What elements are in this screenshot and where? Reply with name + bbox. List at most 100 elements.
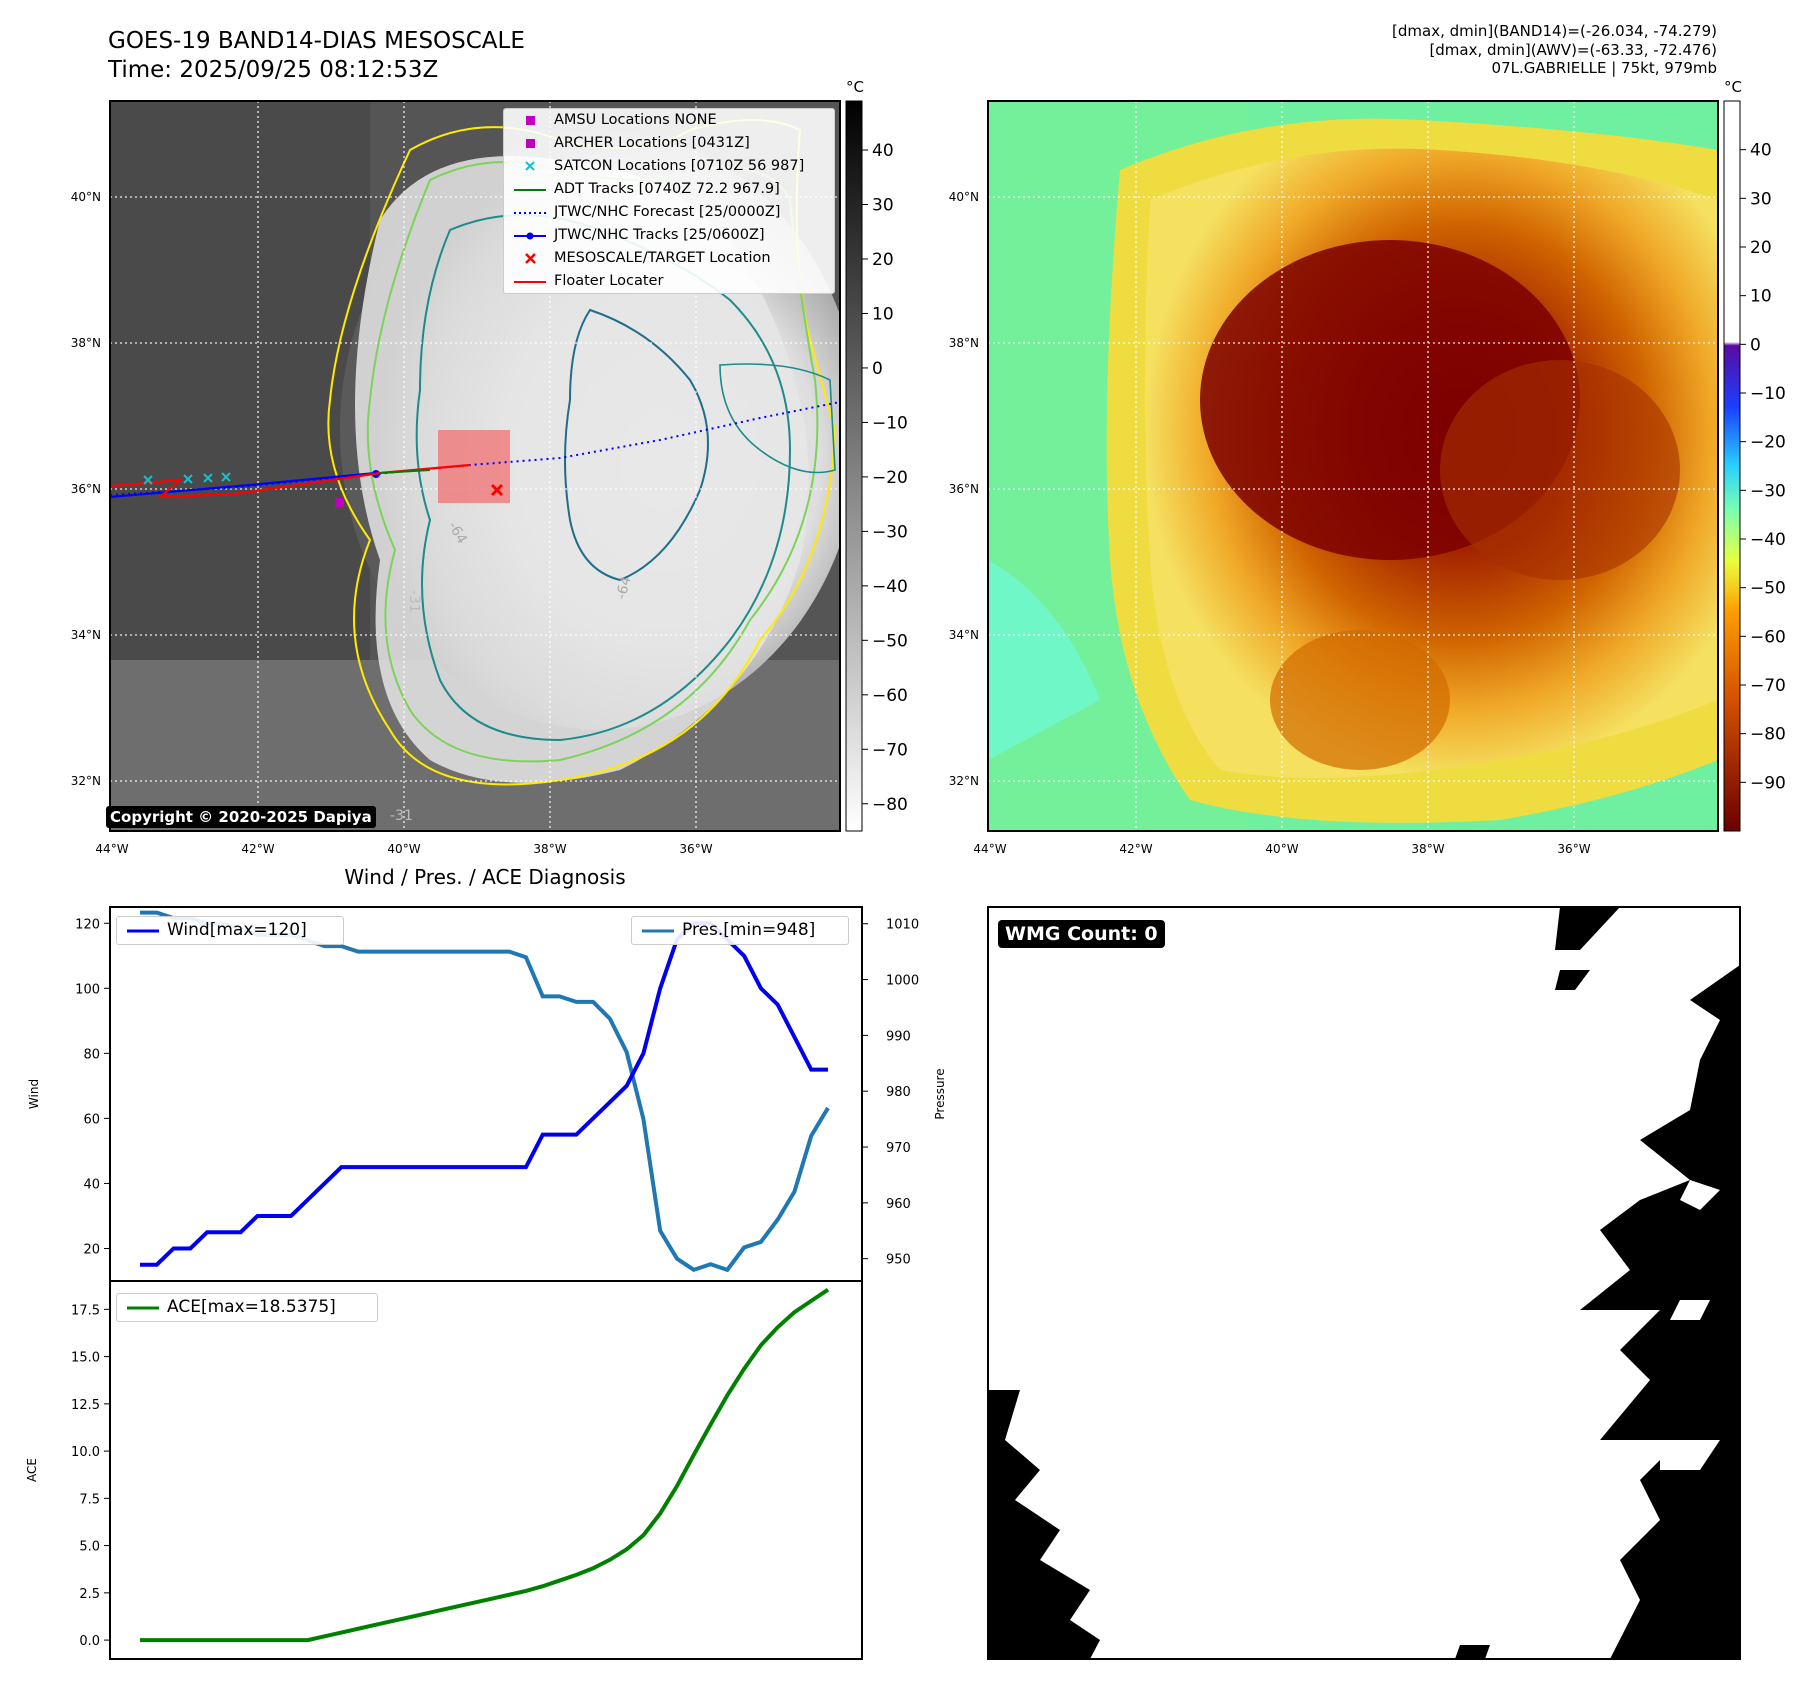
legend-item-satcon: SATCON Locations [0710Z 56 987]	[504, 155, 834, 178]
ace-tick-label: 15.0	[71, 1351, 100, 1366]
ace-tick-label: 5.0	[79, 1540, 100, 1555]
ir-colorbar-ticks: 40 30 20 10 0 −10 −20 −30 −40 −50 −60 −70 −80	[862, 141, 908, 815]
ir-colorbar-tick-label: 30	[872, 196, 894, 216]
ir-colorbar-tick-label: −50	[872, 631, 908, 651]
pressure-legend: Pres.[min=948]	[631, 916, 849, 945]
ace-tick-label: 12.5	[71, 1398, 100, 1413]
legend-item-pressure: Pres.[min=948]	[642, 920, 816, 940]
contour-label: -31	[406, 590, 422, 613]
ir-colorbar	[845, 100, 863, 832]
lat-label: 34°N	[71, 628, 101, 642]
lat-label: 34°N	[949, 628, 979, 642]
ir-colorbar-tick-label: 40	[872, 141, 894, 161]
ace-legend: ACE[max=18.5375]	[116, 1293, 378, 1322]
ace-tick-label: 7.5	[79, 1492, 100, 1507]
wv-colorbar-tick-label: 10	[1750, 287, 1772, 307]
wv-colorbar-tick-label: −30	[1750, 481, 1786, 501]
ir-colorbar-tick-label: −10	[872, 413, 908, 433]
ir-colorbar-tick-label: −60	[872, 686, 908, 706]
stats-band14: [dmax, dmin](BAND14)=(-26.034, -74.279)	[1392, 22, 1717, 40]
pressure-tick-label: 980	[886, 1085, 911, 1100]
ace-tick-label: 0.0	[79, 1634, 100, 1649]
lat-label: 38°N	[71, 336, 101, 350]
ace-tick-label: 10.0	[71, 1445, 100, 1460]
wv-colorbar-tick-label: −50	[1750, 579, 1786, 599]
wind-tick-label: 100	[75, 982, 100, 997]
ir-colorbar-tick-label: 10	[872, 304, 894, 324]
wind-tick-label: 40	[83, 1177, 100, 1192]
pressure-tick-label: 960	[886, 1197, 911, 1212]
lon-label: 44°W	[973, 842, 1006, 856]
lon-label: 38°W	[1411, 842, 1444, 856]
ace-line	[140, 1288, 830, 1643]
lon-label: 44°W	[95, 842, 128, 856]
pressure-tick-label: 950	[886, 1253, 911, 1268]
wv-image	[988, 101, 1718, 831]
wv-axis-labels: 40°N 38°N 36°N 34°N 32°N 44°W 42°W 40°W …	[949, 190, 1591, 856]
ir-colorbar-tick-label: −70	[872, 740, 908, 760]
lat-label: 32°N	[949, 774, 979, 788]
lon-label: 42°W	[1119, 842, 1152, 856]
wv-colorbar-tick-label: 0	[1750, 335, 1761, 355]
ir-colorbar-tick-label: −40	[872, 577, 908, 597]
lat-label: 38°N	[949, 336, 979, 350]
ir-axis-labels: 40°N 38°N 36°N 34°N 32°N 44°W 42°W 40°W …	[71, 190, 713, 856]
diagnosis-title: Wind / Pres. / ACE Diagnosis	[344, 865, 625, 889]
copyright-badge: Copyright © 2020-2025 Dapiya	[106, 806, 376, 828]
legend-item-target: MESOSCALE/TARGET Location	[504, 247, 834, 270]
wv-colorbar-tick-label: −20	[1750, 433, 1786, 453]
ace-axes	[109, 1280, 863, 1660]
legend-item-tracks: JTWC/NHC Tracks [25/0600Z]	[504, 224, 834, 247]
wv-colorbar-tick-label: −40	[1750, 530, 1786, 550]
pressure-axis-label: Pressure	[933, 1068, 947, 1119]
pressure-tick-label: 1010	[886, 918, 919, 933]
ace-axis-label: ACE	[25, 1458, 39, 1482]
ace-tick-label: 2.5	[79, 1587, 100, 1602]
wv-colorbar-tick-label: −80	[1750, 725, 1786, 745]
wmg-frame	[987, 906, 1741, 1660]
lon-label: 36°W	[679, 842, 712, 856]
wv-colorbar-unit: °C	[1724, 78, 1742, 96]
lat-label: 36°N	[949, 482, 979, 496]
legend-item-floater: Floater Locater	[514, 273, 664, 289]
lon-label: 36°W	[1557, 842, 1590, 856]
wv-colorbar-tick-label: −10	[1750, 384, 1786, 404]
wv-colorbar-tick-label: −70	[1750, 676, 1786, 696]
archer-marker	[335, 498, 344, 507]
ir-colorbar-tick-label: 0	[872, 359, 883, 379]
chart-title: GOES-19 BAND14-DIAS MESOSCALE	[108, 28, 525, 54]
lon-label: 40°W	[1265, 842, 1298, 856]
wind-tick-label: 80	[83, 1047, 100, 1062]
contour-label: -64	[613, 575, 634, 601]
wmg-count-badge: WMG Count: 0	[998, 920, 1165, 948]
stats-block: [dmax, dmin](BAND14)=(-26.034, -74.279) …	[1392, 22, 1717, 78]
ir-colorbar-tick-label: −80	[872, 795, 908, 815]
ir-colorbar-tick-label: −30	[872, 522, 908, 542]
lat-label: 32°N	[71, 774, 101, 788]
lon-label: 38°W	[533, 842, 566, 856]
ir-colorbar-unit: °C	[846, 78, 864, 96]
chart-time: Time: 2025/09/25 08:12:53Z	[108, 57, 439, 83]
ir-colorbar-tick-label: −20	[872, 468, 908, 488]
contour-label: -31	[390, 808, 413, 824]
wind-tick-label: 60	[83, 1112, 100, 1127]
wv-colorbar-tick-label: −90	[1750, 773, 1786, 793]
wind-legend: Wind[max=120]	[116, 916, 344, 945]
wv-colorbar-ticks: 40 30 20 10 0 −10 −20 −30 −40 −50 −60 −70 −80 −90	[1740, 141, 1786, 793]
legend-item-ace: ACE[max=18.5375]	[127, 1297, 336, 1317]
wind-tick-label: 20	[83, 1242, 100, 1257]
stats-storm: 07L.GABRIELLE | 75kt, 979mb	[1491, 59, 1717, 77]
lat-label: 36°N	[71, 482, 101, 496]
ir-image: -64 -31 -64 -31	[110, 101, 840, 831]
wv-colorbar	[1723, 100, 1741, 832]
wind-pres-axes	[109, 906, 863, 1282]
legend-item-archer: ARCHER Locations [0431Z]	[504, 132, 834, 155]
legend-item-amsu: AMSU Locations NONE	[504, 109, 834, 132]
ace-plot: 0.0 2.5 5.0 7.5 10.0 12.5 15.0 17.5	[71, 1288, 830, 1649]
lon-label: 40°W	[387, 842, 420, 856]
lat-label: 40°N	[71, 190, 101, 204]
pressure-tick-label: 990	[886, 1029, 911, 1044]
wv-colorbar-tick-label: 40	[1750, 141, 1772, 161]
wmg-image	[988, 907, 1740, 1659]
